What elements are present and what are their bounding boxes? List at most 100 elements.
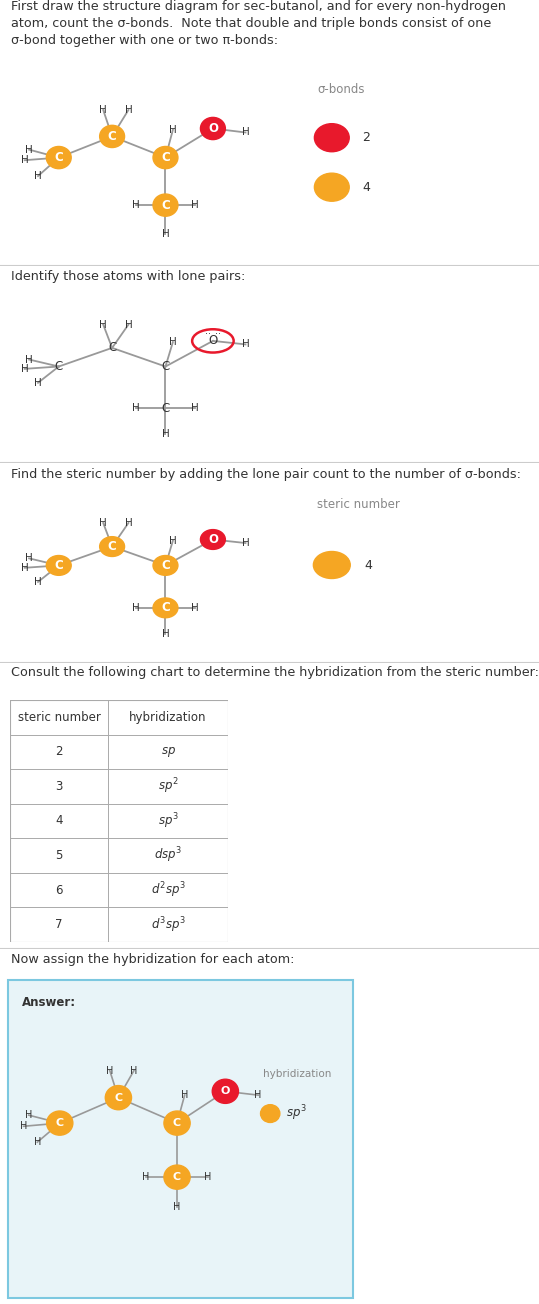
Text: H: H	[25, 1110, 32, 1120]
Text: steric number: steric number	[18, 711, 100, 724]
Text: O: O	[220, 1086, 230, 1097]
Text: H: H	[106, 1065, 114, 1076]
Text: H: H	[125, 518, 132, 528]
Circle shape	[260, 1104, 280, 1123]
Text: hybridization: hybridization	[129, 711, 207, 724]
Text: C: C	[161, 402, 170, 415]
Circle shape	[100, 537, 125, 557]
Text: C: C	[161, 151, 170, 164]
Text: H: H	[25, 553, 33, 563]
Text: $sp$: $sp$	[161, 745, 176, 759]
Text: H: H	[162, 429, 169, 439]
Text: H: H	[254, 1090, 262, 1101]
Text: O: O	[208, 334, 218, 347]
Circle shape	[105, 1085, 132, 1110]
Text: C: C	[161, 601, 170, 614]
Text: H: H	[162, 230, 169, 239]
Text: H: H	[125, 319, 132, 330]
Text: $dsp^3$: $dsp^3$	[154, 846, 182, 866]
Text: H: H	[99, 106, 107, 115]
Text: $sp^3$: $sp^3$	[158, 811, 178, 831]
Text: H: H	[162, 629, 169, 639]
Text: H: H	[204, 1172, 212, 1183]
Circle shape	[153, 599, 178, 618]
Text: H: H	[99, 518, 107, 528]
Text: H: H	[132, 200, 140, 210]
Text: First draw the structure diagram for sec-butanol, and for every non-hydrogen
ato: First draw the structure diagram for sec…	[11, 0, 506, 47]
Circle shape	[46, 146, 71, 168]
Text: 6: 6	[56, 884, 63, 897]
Text: 3: 3	[56, 780, 63, 793]
Text: H: H	[241, 128, 250, 137]
Text: H: H	[191, 602, 199, 613]
Text: H: H	[25, 145, 33, 155]
Text: $d^2sp^3$: $d^2sp^3$	[151, 880, 185, 900]
Text: H: H	[33, 1137, 41, 1148]
Circle shape	[314, 173, 349, 201]
Text: C: C	[114, 1093, 122, 1103]
Text: H: H	[241, 339, 250, 349]
Text: H: H	[132, 403, 140, 413]
Text: σ-bonds: σ-bonds	[317, 83, 365, 96]
Circle shape	[47, 1111, 73, 1136]
Text: C: C	[173, 1172, 181, 1183]
Text: 4: 4	[363, 181, 370, 194]
Text: H: H	[181, 1090, 188, 1101]
Text: C: C	[108, 540, 116, 553]
Text: C: C	[108, 130, 116, 143]
Text: Consult the following chart to determine the hybridization from the steric numbe: Consult the following chart to determine…	[11, 666, 539, 679]
Text: C: C	[54, 151, 63, 164]
Circle shape	[153, 146, 178, 168]
Text: $sp^3$: $sp^3$	[286, 1103, 306, 1123]
Text: H: H	[132, 602, 140, 613]
Circle shape	[153, 556, 178, 575]
FancyBboxPatch shape	[8, 981, 353, 1297]
Text: H: H	[169, 336, 177, 347]
Text: C: C	[161, 360, 170, 373]
Text: C: C	[54, 360, 63, 373]
Text: C: C	[56, 1118, 64, 1128]
Text: H: H	[169, 536, 177, 545]
Circle shape	[164, 1164, 190, 1189]
Text: H: H	[34, 576, 42, 587]
Circle shape	[314, 124, 349, 151]
Text: 2: 2	[363, 132, 370, 145]
Text: $sp^2$: $sp^2$	[158, 777, 178, 797]
Text: H: H	[191, 200, 199, 210]
Text: O: O	[208, 533, 218, 546]
Text: 4: 4	[56, 815, 63, 828]
Text: H: H	[241, 539, 250, 548]
Text: C: C	[173, 1118, 181, 1128]
Text: H: H	[130, 1065, 137, 1076]
Text: H: H	[34, 378, 42, 387]
Text: 7: 7	[56, 918, 63, 931]
Circle shape	[201, 117, 225, 140]
Text: 4: 4	[364, 558, 372, 571]
Text: H: H	[20, 1121, 27, 1132]
Text: C: C	[161, 198, 170, 211]
Text: steric number: steric number	[317, 498, 400, 510]
Text: Answer:: Answer:	[22, 996, 76, 1009]
Text: ··: ··	[205, 330, 211, 339]
Circle shape	[46, 556, 71, 575]
Text: ··: ··	[215, 330, 221, 339]
Text: H: H	[21, 364, 29, 374]
Text: H: H	[25, 355, 33, 365]
Text: Find the steric number by adding the lone pair count to the number of σ-bonds:: Find the steric number by adding the lon…	[11, 468, 521, 481]
Circle shape	[313, 552, 350, 579]
Text: H: H	[99, 319, 107, 330]
Text: C: C	[161, 559, 170, 572]
Circle shape	[212, 1080, 238, 1103]
Text: H: H	[169, 125, 177, 134]
Text: H: H	[125, 106, 132, 115]
Circle shape	[153, 194, 178, 216]
Circle shape	[100, 125, 125, 147]
Text: H: H	[34, 171, 42, 181]
Text: $d^3sp^3$: $d^3sp^3$	[151, 915, 185, 935]
Text: H: H	[174, 1202, 181, 1213]
Circle shape	[201, 529, 225, 549]
Text: 2: 2	[56, 746, 63, 759]
Circle shape	[164, 1111, 190, 1136]
Text: Now assign the hybridization for each atom:: Now assign the hybridization for each at…	[11, 953, 294, 966]
Text: 5: 5	[56, 849, 63, 862]
